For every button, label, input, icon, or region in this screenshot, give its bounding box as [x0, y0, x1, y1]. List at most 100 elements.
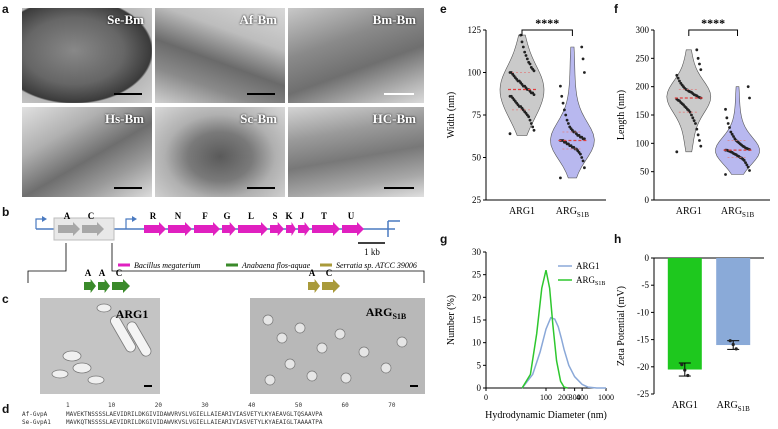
data-point	[730, 132, 734, 136]
alignment-row-seq: MAVEKTNSSSSLAEVIDRILDKGIVIDAWVRVSLVGIELL…	[66, 411, 323, 418]
panel-label-f: f	[614, 2, 618, 16]
scale-bar	[247, 187, 275, 189]
data-point	[698, 139, 701, 142]
data-point	[680, 363, 684, 367]
x-tick-label: 100	[540, 393, 552, 402]
gene-label: K	[285, 211, 292, 221]
data-point	[529, 122, 533, 125]
y-tick-label: 15	[472, 315, 482, 325]
gene-arrow	[322, 279, 340, 293]
scale-bar	[384, 93, 414, 95]
tem-label-args1b: ARGS1B	[366, 305, 407, 321]
x-tick-label: ARGS1B	[721, 206, 755, 219]
y-tick-label: 100	[468, 68, 482, 78]
gene-label: U	[348, 211, 355, 221]
panel-label-a: a	[2, 2, 9, 16]
data-point	[525, 57, 529, 61]
data-point	[567, 122, 570, 125]
chart-zeta: 0 -5 -10 -15 -20 -25 Zeta Potential (mV) ARG1 AR…	[616, 253, 764, 413]
series-line	[521, 269, 568, 389]
data-point	[508, 94, 512, 98]
y-tick-label: 25	[472, 270, 482, 280]
gene-arrow	[144, 222, 166, 236]
y-tick-label: 25	[472, 195, 482, 205]
data-point	[724, 107, 727, 111]
data-point	[690, 113, 693, 117]
bar	[667, 258, 702, 370]
y-tick-label: -25	[637, 389, 649, 399]
y-tick-label: 5	[477, 360, 482, 370]
y-tick-label: -20	[637, 362, 649, 372]
chart-length: 0 50 100 150 200 250 300 Length (nm) ARG1 ARGS1B *…	[616, 16, 770, 219]
panel-label-g: g	[440, 232, 448, 246]
gene-label: C	[88, 211, 95, 221]
promoter-arrow	[125, 218, 134, 229]
alignment-tick: 20	[154, 402, 162, 409]
y-tick-label: 0	[645, 195, 650, 205]
gene-label: A	[99, 268, 106, 278]
x-axis-label: Hydrodynamic Diameter (nm)	[485, 410, 607, 421]
data-point	[732, 135, 735, 138]
arg1-particles	[51, 303, 152, 385]
data-point	[580, 45, 584, 49]
gene-arrow	[298, 222, 310, 236]
x-tick-label: ARG1	[672, 400, 698, 411]
data-point	[532, 128, 536, 132]
data-point	[696, 133, 700, 137]
violin-body	[550, 46, 595, 179]
gene-label: T	[321, 211, 327, 221]
data-point	[676, 76, 680, 80]
bar	[716, 258, 751, 346]
data-point	[683, 368, 687, 372]
data-point	[745, 163, 749, 167]
gene-arrow	[270, 222, 284, 236]
data-point	[725, 116, 729, 120]
alignment-tick: 30	[201, 402, 209, 409]
alignment-tick: 10	[108, 402, 116, 409]
y-tick-label: 125	[468, 25, 482, 35]
alignment-tick: 50	[294, 402, 303, 409]
gene-arrow	[238, 222, 268, 236]
gene-arrow	[312, 222, 340, 236]
tem-image-hs-bm: Hs-Bm	[22, 107, 152, 197]
data-point	[748, 169, 751, 172]
y-tick-label: 50	[472, 153, 482, 163]
data-point	[728, 126, 731, 129]
tem-image-hc-bm: HC-Bm	[288, 107, 424, 197]
alignment-row-name: Af-GvpA	[22, 411, 48, 418]
tem-image-se-bm: Se-Bm	[22, 8, 152, 103]
y-tick-label: 10	[472, 338, 482, 348]
tem-label: Hs-Bm	[105, 111, 144, 126]
y-tick-label: 150	[636, 110, 650, 120]
x-tick-label: ARGS1B	[717, 400, 751, 413]
scale-bar	[247, 93, 275, 95]
args1b-particles	[262, 314, 408, 386]
tem-image-bm-bm: Bm-Bm	[288, 8, 424, 103]
data-point	[699, 144, 703, 148]
gene-label: A	[85, 268, 92, 278]
significance-bracket	[688, 29, 739, 36]
significance-bracket	[521, 29, 573, 36]
gene-arrow	[98, 279, 110, 293]
legend-label: ARGS1B	[576, 275, 605, 287]
data-point	[580, 156, 584, 159]
gene-label: C	[326, 268, 333, 278]
data-point	[746, 85, 750, 89]
data-point	[524, 54, 528, 57]
data-point	[734, 347, 738, 351]
alignment-tick: 1	[66, 402, 70, 409]
data-point	[520, 40, 524, 44]
tem-image-sc-bm: Sc-Bm	[155, 107, 285, 197]
tem-label: Sc-Bm	[240, 111, 277, 126]
data-point	[699, 68, 703, 72]
y-tick-label: -5	[642, 280, 650, 290]
data-point	[508, 71, 512, 74]
x-tick-label: ARGS1B	[556, 206, 590, 219]
gene-arrow	[58, 222, 80, 236]
data-point	[748, 96, 751, 100]
x-tick-label: 1000	[598, 393, 614, 402]
data-point	[527, 60, 531, 64]
panel-label-h: h	[614, 232, 622, 246]
panel-label-d: d	[2, 402, 10, 416]
